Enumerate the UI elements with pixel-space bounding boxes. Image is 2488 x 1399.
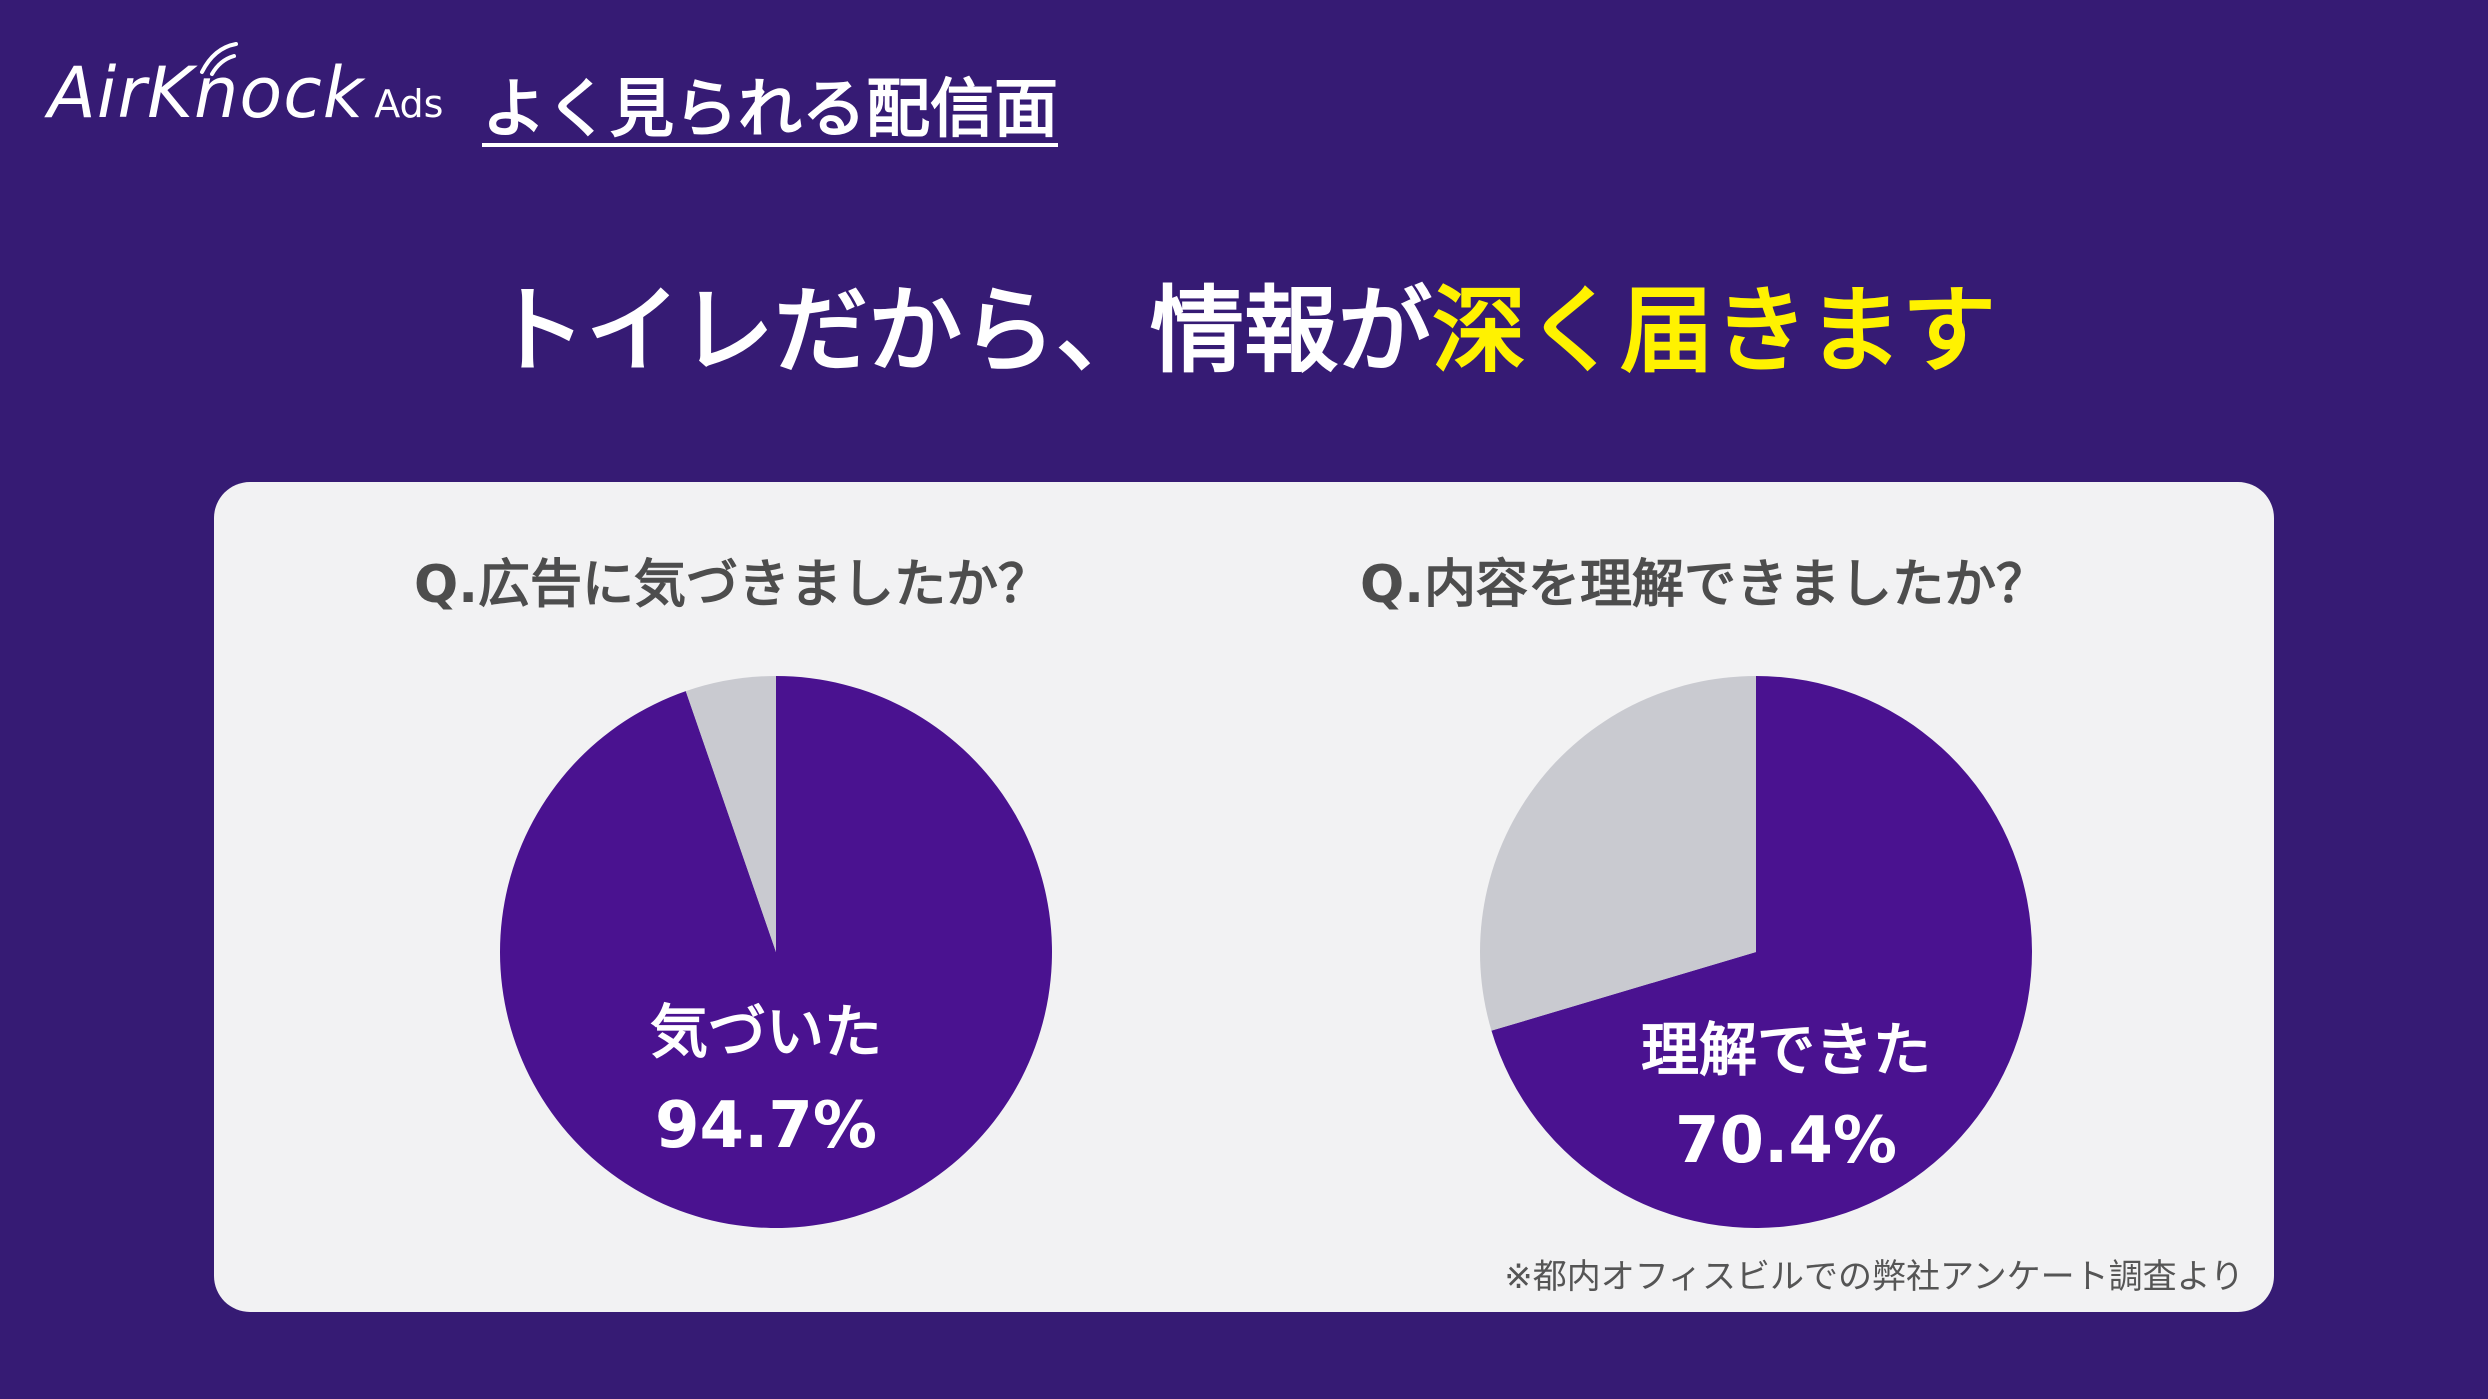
pie-slice-other (685, 676, 776, 952)
chart-2-title: Q.内容を理解できましたか？ (1360, 555, 2048, 615)
slice-value-label: 70.4% (1675, 1104, 1897, 1178)
pie-chart-awareness: 気づいた 94.7% (499, 676, 1052, 1228)
survey-panel: Q.広告に気づきましたか？ Q.内容を理解できましたか？ 気づいた 94.7% 理… (214, 482, 2274, 1312)
chart-1-title: Q.広告に気づきましたか？ (414, 555, 1050, 615)
slice-value-label: 94.7% (655, 1089, 877, 1163)
brand-logo: AirKnock Ads (48, 42, 444, 134)
headline-highlight: 深く届きます (1432, 277, 1997, 386)
pie-slice-primary (499, 676, 1052, 1228)
logo-sub: Ads (374, 82, 444, 126)
footnote: ※都内オフィスビルでの弊社アンケート調査より (1504, 1257, 2244, 1297)
signal-wave-icon (200, 42, 238, 76)
pie-slice-other (1480, 676, 1756, 1031)
slice-label: 理解できた (1641, 1016, 1931, 1084)
page-headline: トイレだから、情報が深く届きます (0, 255, 2488, 391)
slice-label: 気づいた (650, 998, 882, 1066)
section-title: よく見られる配信面 (482, 73, 1058, 147)
pie-slice-primary (1491, 676, 2032, 1228)
headline-text: トイレだから、情報が (491, 277, 1432, 386)
pie-chart-understanding: 理解できた 70.4% (1480, 676, 2032, 1228)
